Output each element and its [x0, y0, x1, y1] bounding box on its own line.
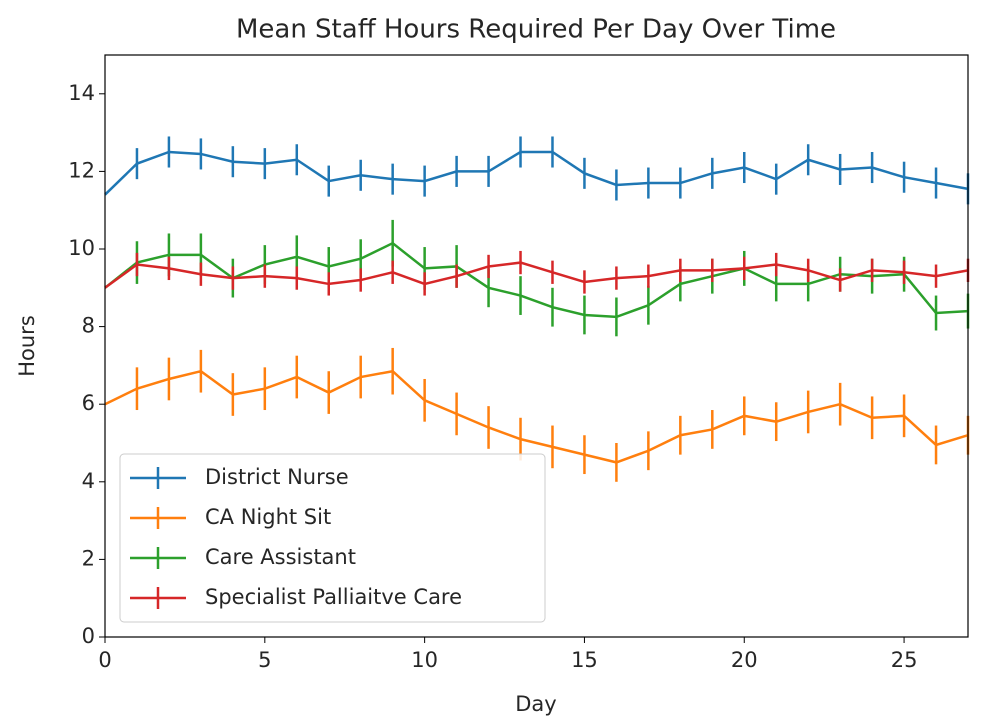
- legend-label: Specialist Palliaitve Care: [205, 585, 462, 609]
- legend-label: CA Night Sit: [205, 505, 331, 529]
- x-tick-label: 10: [411, 648, 438, 672]
- plot-frame: [104, 54, 969, 638]
- x-tick-label: 20: [731, 648, 758, 672]
- x-tick-label: 25: [891, 648, 918, 672]
- x-tick-label: 0: [98, 648, 111, 672]
- series: [104, 250, 970, 296]
- series-line: [104, 369, 969, 464]
- x-tick-label: 5: [258, 648, 271, 672]
- x-axis-label: Day: [515, 692, 556, 716]
- series-line: [104, 150, 969, 196]
- series-line: [104, 261, 969, 289]
- y-tick-label: 2: [82, 546, 95, 570]
- y-tick-label: 4: [82, 469, 95, 493]
- y-tick-label: 12: [68, 158, 95, 182]
- series: [104, 136, 970, 205]
- y-tick-label: 8: [82, 314, 95, 338]
- legend-label: District Nurse: [205, 465, 349, 489]
- y-tick-label: 10: [68, 236, 95, 260]
- chart-title: Mean Staff Hours Required Per Day Over T…: [236, 15, 836, 45]
- series-line: [104, 241, 969, 319]
- legend-label: Care Assistant: [205, 545, 356, 569]
- y-tick-label: 0: [82, 624, 95, 648]
- y-axis-label: Hours: [15, 315, 39, 377]
- y-tick-label: 14: [68, 81, 95, 105]
- x-tick-label: 15: [571, 648, 598, 672]
- legend: District Nurse CA Night Sit Care Assistant…: [119, 453, 546, 623]
- legend-box: [119, 453, 546, 623]
- y-tick-label: 6: [82, 391, 95, 415]
